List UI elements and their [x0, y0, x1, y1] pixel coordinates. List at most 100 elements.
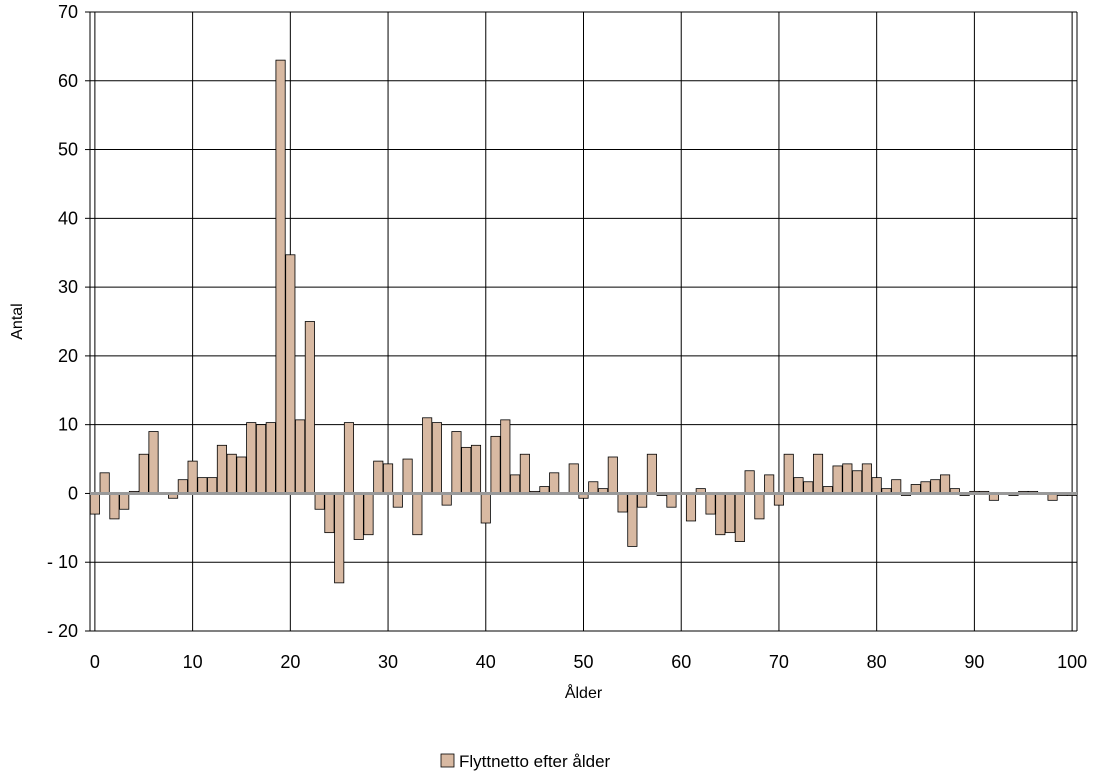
- bar: [685, 493, 697, 522]
- bar: [99, 472, 110, 494]
- y-tick-label: 60: [58, 71, 78, 91]
- bar: [373, 460, 384, 494]
- bar: [138, 453, 149, 494]
- x-tick-label: 50: [573, 652, 593, 672]
- bar: [734, 493, 745, 542]
- bar: [216, 444, 227, 494]
- bar: [324, 493, 335, 534]
- bar: [715, 493, 726, 536]
- bar: [812, 453, 824, 494]
- bar: [265, 422, 276, 494]
- bar: [295, 419, 306, 494]
- x-tick-label: 90: [964, 652, 984, 672]
- bar: [549, 472, 560, 494]
- bar: [246, 422, 257, 494]
- y-tick-label: 10: [58, 415, 78, 435]
- bar: [803, 481, 814, 494]
- bar: [383, 463, 394, 494]
- bar: [744, 470, 755, 494]
- bar: [392, 493, 403, 508]
- y-tick-label: - 10: [47, 552, 78, 572]
- bar: [617, 493, 628, 513]
- x-tick-label: 0: [90, 652, 100, 672]
- bar: [490, 435, 501, 494]
- bar: [207, 477, 218, 494]
- x-tick-label: 60: [671, 652, 691, 672]
- bar: [119, 493, 130, 510]
- bar: [109, 493, 120, 520]
- x-tick-label: 70: [769, 652, 789, 672]
- bar: [177, 479, 188, 494]
- bar: [891, 479, 902, 494]
- bar: [666, 493, 677, 508]
- bar: [304, 321, 315, 494]
- bar: [451, 431, 462, 494]
- bar: [783, 453, 794, 494]
- x-tick-label: 80: [867, 652, 887, 672]
- x-tick-label: 100: [1057, 652, 1087, 672]
- y-tick-label: 20: [58, 346, 78, 366]
- bar: [705, 493, 716, 515]
- bar: [510, 474, 521, 494]
- y-axis-title: Antal: [9, 303, 26, 339]
- bar: [255, 424, 267, 494]
- bar: [402, 458, 413, 494]
- bar: [422, 417, 433, 494]
- bar: [353, 493, 364, 540]
- x-tick-label: 10: [183, 652, 203, 672]
- x-tick-label: 20: [280, 652, 300, 672]
- bar: [285, 254, 296, 494]
- legend: Flyttnetto efter ålder: [440, 752, 611, 771]
- bar: [470, 444, 482, 494]
- bar: [871, 477, 882, 494]
- bar: [187, 460, 198, 494]
- x-tick-label: 30: [378, 652, 398, 672]
- bar: [568, 463, 579, 494]
- bar: [314, 493, 325, 510]
- bar: [236, 456, 247, 494]
- y-tick-label: 30: [58, 277, 78, 297]
- bar: [480, 493, 491, 524]
- x-axis-title: Ålder: [565, 683, 603, 702]
- bar: [646, 453, 657, 494]
- bar: [607, 456, 618, 494]
- y-tick-label: 0: [68, 483, 78, 503]
- bar: [842, 463, 853, 494]
- y-tick-label: - 20: [47, 621, 78, 641]
- legend-swatch: [440, 753, 455, 768]
- bar: [920, 481, 931, 494]
- bar: [852, 470, 863, 494]
- bar: [226, 453, 237, 494]
- bar: [197, 477, 208, 494]
- bar: [793, 477, 804, 494]
- bar: [275, 59, 286, 494]
- bar: [754, 493, 765, 520]
- bar: [764, 474, 775, 494]
- bar: [148, 431, 159, 494]
- bar: [773, 493, 784, 506]
- gridlines: [85, 11, 1078, 632]
- x-tick-label: 40: [476, 652, 496, 672]
- bar: [334, 493, 345, 584]
- bar: [343, 422, 355, 494]
- y-axis-tick-labels: - 20 - 10 0 10 20 30 40 50 60 70: [47, 2, 78, 641]
- bar: [930, 479, 941, 494]
- bar: [519, 453, 530, 494]
- bar: [627, 493, 638, 547]
- bar: [412, 493, 423, 536]
- bar: [588, 481, 599, 494]
- bar: [940, 474, 951, 494]
- y-tick-label: 70: [58, 2, 78, 22]
- bar: [363, 493, 374, 536]
- bar: [441, 493, 452, 506]
- y-tick-label: 40: [58, 208, 78, 228]
- bar: [431, 422, 442, 494]
- x-axis-tick-labels: 0 10 20 30 40 50 60 70 80 90 100: [90, 652, 1087, 672]
- bar: [89, 493, 100, 515]
- y-tick-label: 50: [58, 140, 78, 160]
- bar: [861, 463, 872, 494]
- bar: [461, 446, 472, 494]
- bar: [637, 493, 648, 508]
- bar: [832, 465, 843, 494]
